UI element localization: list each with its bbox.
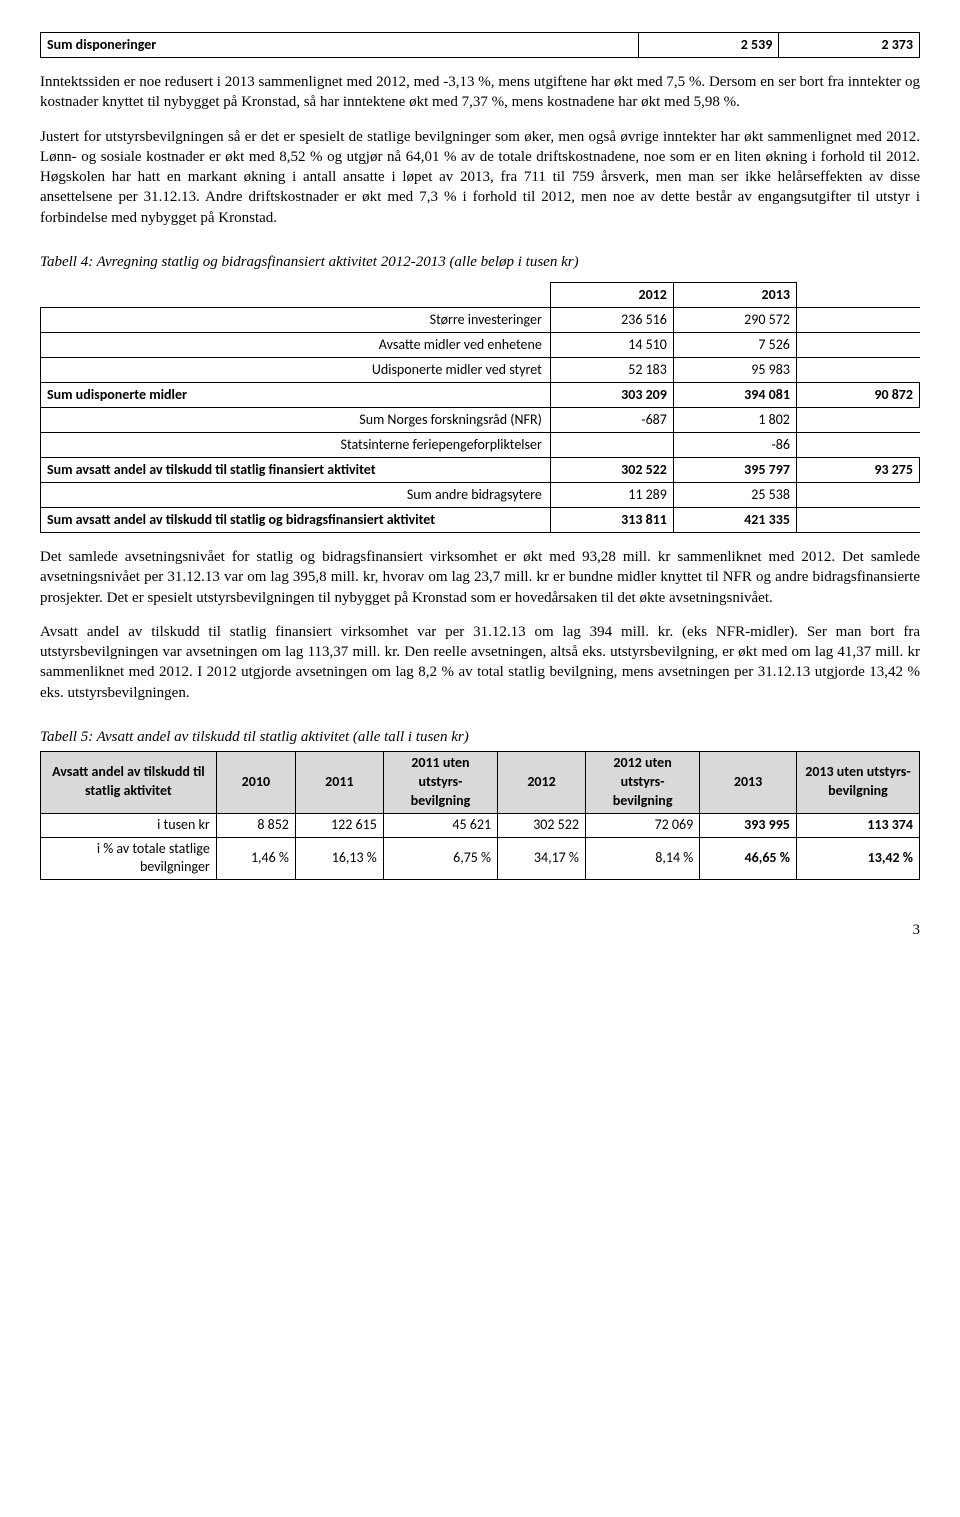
t5-h3: 2011 uten utstyrs-bevilgning (383, 752, 497, 814)
table-row-label: Sum andre bidragsytere (41, 483, 551, 508)
table-cell: 45 621 (383, 813, 497, 837)
page-number: 3 (40, 920, 920, 940)
t5-h0: Avsatt andel av tilskudd til statlig akt… (41, 752, 217, 814)
table-row-label: Statsinterne feriepengeforpliktelser (41, 433, 551, 458)
table-sum-disponeringer: Sum disponeringer 2 539 2 373 (40, 32, 920, 58)
table-cell: 313 811 (550, 508, 673, 533)
table-cell: 394 081 (673, 383, 796, 408)
table-row-label: Sum Norges forskningsråd (NFR) (41, 408, 551, 433)
table-cell (796, 333, 919, 358)
table-cell: 303 209 (550, 383, 673, 408)
table-4: 2012 2013 Større investeringer236 516290… (40, 282, 920, 533)
table-cell: 90 872 (796, 383, 919, 408)
t4-hdr-2012: 2012 (550, 283, 673, 308)
table-cell: 8,14 % (585, 837, 699, 880)
table-cell: 14 510 (550, 333, 673, 358)
table-cell (796, 308, 919, 333)
table-cell: 302 522 (550, 458, 673, 483)
table-cell: 395 797 (673, 458, 796, 483)
table-cell: 25 538 (673, 483, 796, 508)
table-row-label: Større investeringer (41, 308, 551, 333)
paragraph-2: Justert for utstyrsbevilgningen så er de… (40, 127, 920, 228)
table5-caption: Tabell 5: Avsatt andel av tilskudd til s… (40, 727, 920, 747)
table-cell: 34,17 % (498, 837, 586, 880)
table-cell: 1,46 % (216, 837, 295, 880)
t5-h4: 2012 (498, 752, 586, 814)
table-cell: 421 335 (673, 508, 796, 533)
paragraph-4: Avsatt andel av tilskudd til statlig fin… (40, 622, 920, 703)
table-row-label: Sum avsatt andel av tilskudd til statlig… (41, 458, 551, 483)
table-cell: 7 526 (673, 333, 796, 358)
table-cell (796, 433, 919, 458)
table-cell (796, 508, 919, 533)
table-cell: -687 (550, 408, 673, 433)
table-cell: 52 183 (550, 358, 673, 383)
t5-h1: 2010 (216, 752, 295, 814)
table-cell: 290 572 (673, 308, 796, 333)
table-cell: 6,75 % (383, 837, 497, 880)
table-cell: -86 (673, 433, 796, 458)
table-cell (796, 408, 919, 433)
table4-caption: Tabell 4: Avregning statlig og bidragsfi… (40, 252, 920, 272)
table-row-label: Sum avsatt andel av tilskudd til statlig… (41, 508, 551, 533)
table-cell: 236 516 (550, 308, 673, 333)
table-cell: 122 615 (295, 813, 383, 837)
table-cell: 46,65 % (700, 837, 797, 880)
table-cell (550, 433, 673, 458)
table-cell: 113 374 (796, 813, 919, 837)
table-cell: 1 802 (673, 408, 796, 433)
t5-h6: 2013 (700, 752, 797, 814)
table-row-label: Sum udisponerte midler (41, 383, 551, 408)
table-cell (796, 483, 919, 508)
table-row-label: i % av totale statlige bevilgninger (41, 837, 217, 880)
paragraph-3: Det samlede avsetningsnivået for statlig… (40, 547, 920, 608)
table-cell: 393 995 (700, 813, 797, 837)
table-5: Avsatt andel av tilskudd til statlig akt… (40, 751, 920, 880)
t5-h2: 2011 (295, 752, 383, 814)
table-row-label: Avsatte midler ved enhetene (41, 333, 551, 358)
table-cell: 302 522 (498, 813, 586, 837)
t4-empty (41, 283, 551, 308)
t4-hdr-2013: 2013 (673, 283, 796, 308)
paragraph-1: Inntektssiden er noe redusert i 2013 sam… (40, 72, 920, 113)
table-cell: 11 289 (550, 483, 673, 508)
table-cell: 72 069 (585, 813, 699, 837)
table-cell: 13,42 % (796, 837, 919, 880)
t4-empty2 (796, 283, 919, 308)
table-cell: 8 852 (216, 813, 295, 837)
t5-h5: 2012 uten utstyrs-bevilgning (585, 752, 699, 814)
t5-h7: 2013 uten utstyrs-bevilgning (796, 752, 919, 814)
table-cell: 16,13 % (295, 837, 383, 880)
table-cell (796, 358, 919, 383)
table-cell: 93 275 (796, 458, 919, 483)
table-cell: 95 983 (673, 358, 796, 383)
t1-col2: 2 373 (779, 33, 920, 58)
table-row-label: i tusen kr (41, 813, 217, 837)
t1-label: Sum disponeringer (41, 33, 639, 58)
t1-col1: 2 539 (638, 33, 779, 58)
table-row-label: Udisponerte midler ved styret (41, 358, 551, 383)
